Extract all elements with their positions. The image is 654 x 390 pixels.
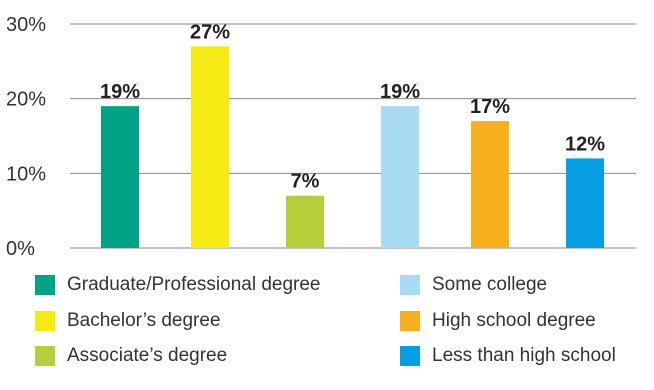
- legend-label: Some college: [432, 274, 548, 295]
- legend-swatch: [400, 275, 420, 295]
- legend-swatch: [400, 311, 420, 331]
- legend-swatch: [400, 346, 420, 366]
- legend-swatch: [35, 346, 55, 366]
- legend-label: Bachelor’s degree: [67, 310, 221, 331]
- legend-label: Less than high school: [432, 345, 616, 366]
- y-tick-label: 10%: [6, 163, 46, 185]
- data-label: 12%: [565, 133, 605, 155]
- y-tick-label: 20%: [6, 89, 46, 111]
- legend-label: Graduate/Professional degree: [67, 274, 321, 295]
- bars: [101, 46, 604, 249]
- legend-item: Bachelor’s degree: [35, 310, 221, 332]
- legend-item: Associate’s degree: [35, 345, 227, 367]
- y-tick-label: 0%: [6, 238, 35, 260]
- data-labels: 19% 27% 7% 19% 17% 12%: [100, 21, 605, 192]
- legend-label: Associate’s degree: [67, 345, 228, 366]
- grid-lines: [70, 23, 636, 249]
- legend-item: High school degree: [400, 310, 596, 332]
- data-label: 19%: [100, 81, 140, 103]
- bar: [471, 121, 509, 248]
- bar: [286, 195, 324, 248]
- data-label: 17%: [470, 96, 510, 118]
- legend-item: Some college: [400, 274, 547, 296]
- legend-item: Less than high school: [400, 345, 616, 367]
- data-label: 7%: [291, 171, 320, 193]
- legend-swatch: [35, 275, 55, 295]
- data-label: 27%: [190, 21, 230, 43]
- y-axis-ticks: 0% 10% 20% 30%: [6, 14, 46, 260]
- bar: [381, 106, 419, 248]
- data-label: 19%: [380, 81, 420, 103]
- y-tick-label: 30%: [6, 14, 46, 36]
- bar: [101, 106, 139, 248]
- bar: [566, 158, 604, 248]
- legend-swatch: [35, 311, 55, 331]
- legend-item: Graduate/Professional degree: [35, 274, 321, 296]
- legend-label: High school degree: [432, 310, 596, 331]
- bar: [191, 46, 229, 249]
